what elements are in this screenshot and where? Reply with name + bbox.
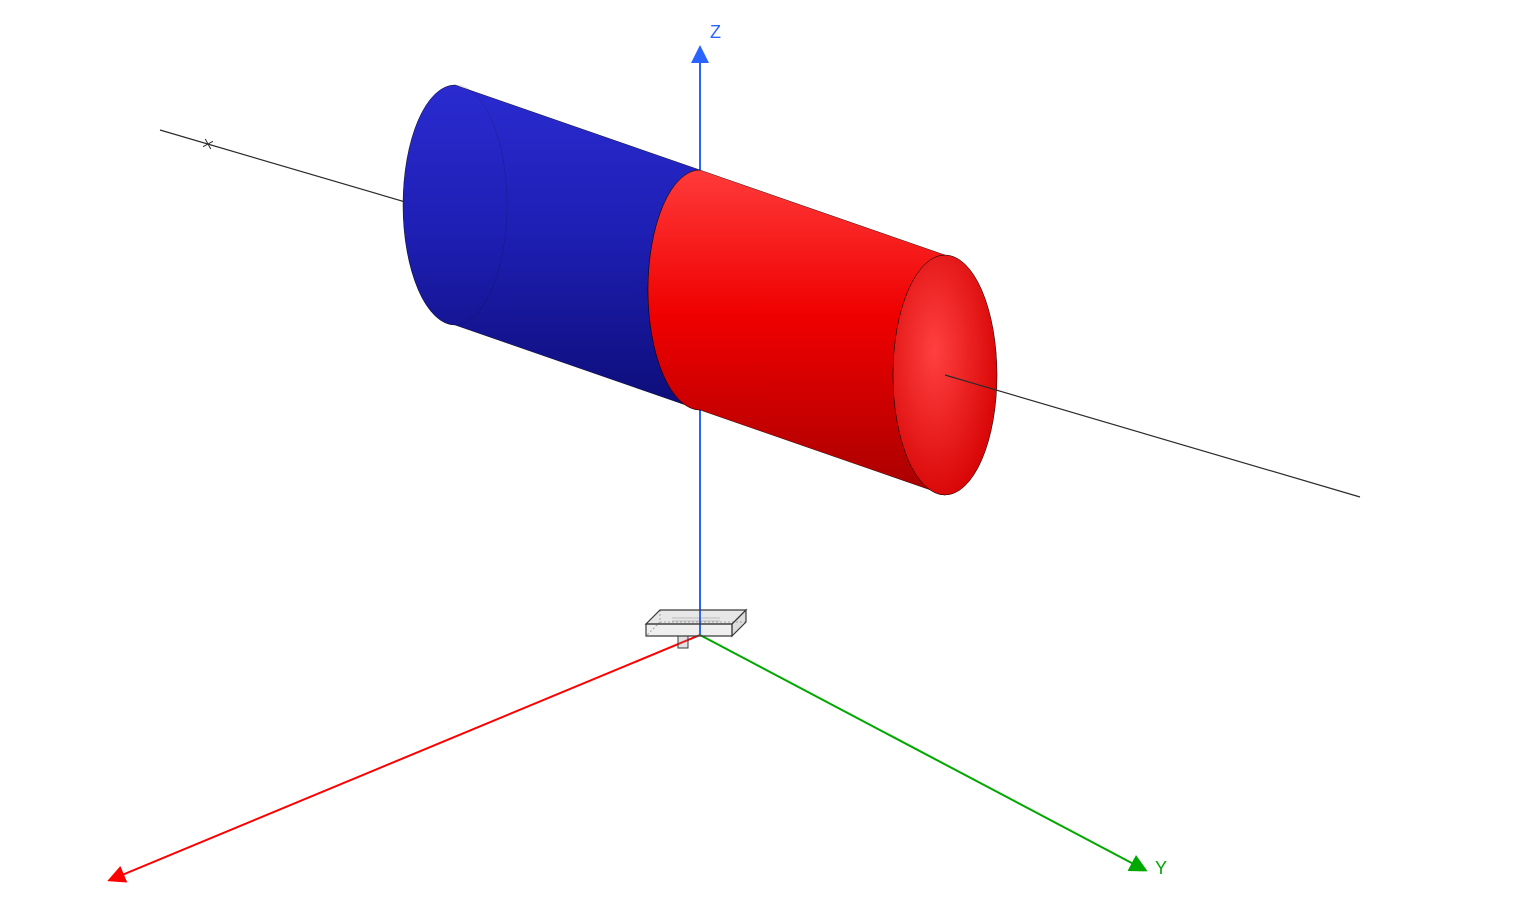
y-axis-label: Y — [1155, 858, 1167, 879]
scene-svg — [0, 0, 1535, 914]
sensor-chip[interactable] — [646, 610, 746, 648]
magnet-axis-line-front — [945, 375, 1360, 497]
sensor-pin — [678, 636, 688, 648]
viewport-3d[interactable]: Z Y — [0, 0, 1535, 914]
z-axis-label: Z — [710, 22, 721, 43]
y-axis — [700, 635, 1145, 870]
x-axis — [110, 635, 700, 880]
axis-tick-marker — [203, 139, 213, 149]
sensor-front-face — [646, 624, 732, 636]
